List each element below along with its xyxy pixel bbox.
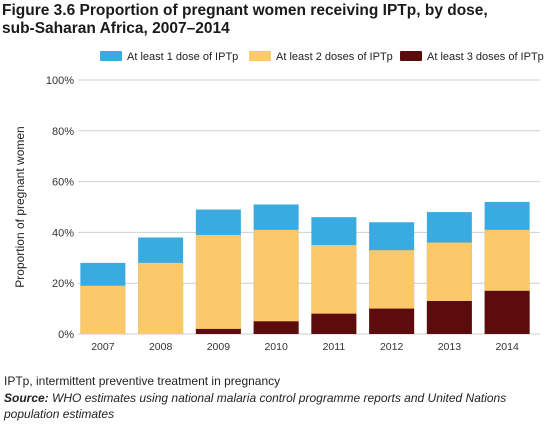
- chart-title-line-2: sub-Saharan Africa, 2007–2014: [2, 20, 230, 37]
- source-note: Source: WHO estimates using national mal…: [4, 390, 548, 422]
- x-tick-label: 2008: [149, 341, 173, 353]
- bar-2011-series-3: [311, 313, 357, 334]
- source-text: WHO estimates using national malaria con…: [4, 391, 507, 421]
- y-axis-label: Proportion of pregnant women: [13, 126, 27, 287]
- x-tick-label: 2009: [207, 341, 231, 353]
- y-tick-label: 0%: [58, 329, 74, 341]
- y-tick-label: 100%: [46, 75, 74, 87]
- chart-title: Figure 3.6 Proportion of pregnant women …: [2, 2, 548, 38]
- bar-2007-series-2: [80, 285, 126, 334]
- source-label: Source:: [4, 391, 49, 405]
- y-tick-label: 40%: [52, 227, 74, 239]
- y-tick-label: 60%: [52, 177, 74, 189]
- bar-2010-series-2: [253, 229, 299, 334]
- y-tick-label: 80%: [52, 126, 74, 138]
- bar-2009-series-3: [195, 328, 241, 334]
- bar-2008-series-2: [138, 262, 184, 334]
- legend-swatch: [400, 51, 422, 61]
- chart-title-line-1: Figure 3.6 Proportion of pregnant women …: [2, 2, 488, 19]
- legend-swatch: [100, 51, 122, 61]
- x-tick-label: 2014: [495, 341, 519, 353]
- bar-2014-series-3: [484, 290, 530, 334]
- bar-2009-series-2: [195, 234, 241, 334]
- x-axis-ticks: 2007 2008 2009 2010 2011 2012 2013 2014: [91, 341, 519, 353]
- chart-bars: [80, 201, 530, 334]
- legend-swatch: [249, 51, 271, 61]
- footnote: IPTp, intermittent preventive treatment …: [4, 374, 281, 388]
- y-axis-ticks: 0% 20% 40% 60% 80% 100%: [46, 75, 74, 341]
- bar-2013-series-3: [426, 300, 472, 334]
- bar-2010-series-3: [253, 321, 299, 334]
- x-tick-label: 2010: [264, 341, 288, 353]
- x-tick-label: 2011: [323, 341, 346, 353]
- legend-label: At least 2 doses of IPTp: [276, 51, 393, 63]
- x-tick-label: 2013: [438, 341, 462, 353]
- legend-label: At least 3 doses of IPTp: [427, 51, 544, 63]
- chart-legend: At least 1 dose of IPTp At least 2 doses …: [100, 51, 544, 63]
- stacked-bar-chart: At least 1 dose of IPTp At least 2 doses …: [13, 51, 544, 353]
- bar-2012-series-3: [369, 308, 415, 334]
- legend-label: At least 1 dose of IPTp: [127, 51, 238, 63]
- x-tick-label: 2007: [91, 341, 115, 353]
- y-tick-label: 20%: [52, 278, 74, 290]
- x-tick-label: 2012: [380, 341, 404, 353]
